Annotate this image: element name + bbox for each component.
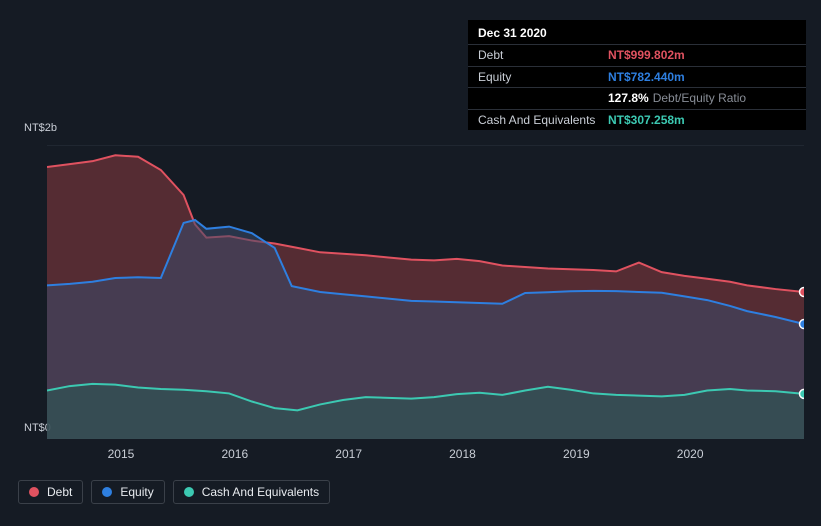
x-axis-label: 2019 xyxy=(563,447,590,461)
legend-label: Equity xyxy=(120,485,153,499)
legend-item[interactable]: Debt xyxy=(18,480,83,504)
chart-container: { "chart": { "type": "area", "background… xyxy=(0,0,821,526)
tooltip-row-value: NT$307.258m xyxy=(608,113,685,127)
legend-item[interactable]: Cash And Equivalents xyxy=(173,480,330,504)
x-axis-label: 2016 xyxy=(221,447,248,461)
tooltip-row-label: Debt xyxy=(478,48,608,62)
tooltip-row-value: NT$782.440m xyxy=(608,70,685,84)
tooltip-row-value: 127.8%Debt/Equity Ratio xyxy=(608,91,746,105)
x-axis-label: 2018 xyxy=(449,447,476,461)
tooltip-row: 127.8%Debt/Equity Ratio xyxy=(468,87,806,108)
tooltip-row: DebtNT$999.802m xyxy=(468,44,806,65)
x-axis-label: 2015 xyxy=(108,447,135,461)
legend-item[interactable]: Equity xyxy=(91,480,164,504)
tooltip-row-label: Equity xyxy=(478,70,608,84)
legend-swatch-icon xyxy=(102,487,112,497)
tooltip-row-value: NT$999.802m xyxy=(608,48,685,62)
legend-label: Debt xyxy=(47,485,72,499)
tooltip-row-label: Cash And Equivalents xyxy=(478,113,608,127)
tooltip-row-label xyxy=(478,91,608,105)
tooltip-row: EquityNT$782.440m xyxy=(468,66,806,87)
legend-swatch-icon xyxy=(184,487,194,497)
x-axis-label: 2017 xyxy=(335,447,362,461)
legend-label: Cash And Equivalents xyxy=(202,485,319,499)
hover-tooltip: Dec 31 2020 DebtNT$999.802mEquityNT$782.… xyxy=(468,20,806,130)
tooltip-date: Dec 31 2020 xyxy=(468,20,806,44)
area-chart[interactable] xyxy=(47,145,804,439)
tooltip-row: Cash And EquivalentsNT$307.258m xyxy=(468,109,806,130)
x-axis-label: 2020 xyxy=(677,447,704,461)
legend-swatch-icon xyxy=(29,487,39,497)
legend: Debt Equity Cash And Equivalents xyxy=(18,480,330,504)
y-axis-label-max: NT$2b xyxy=(24,122,57,134)
